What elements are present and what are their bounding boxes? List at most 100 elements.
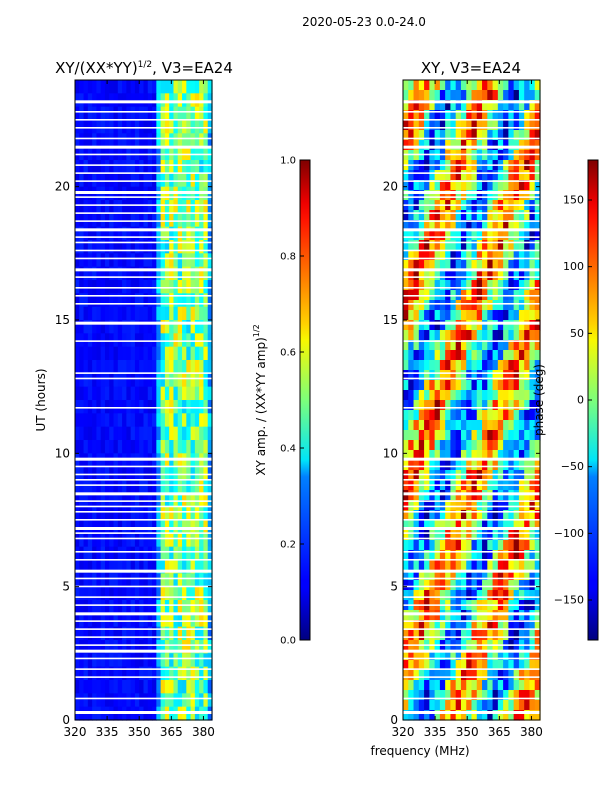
amplitude-heatmap-cell: [79, 173, 85, 188]
phase-heatmap-cell: [497, 350, 504, 361]
phase-heatmap-cell: [445, 100, 452, 111]
phase-heatmap-cell: [408, 540, 415, 551]
phase-heatmap-cell: [408, 330, 415, 341]
phase-heatmap-cell: [497, 450, 504, 461]
amplitude-heatmap-cell: [207, 466, 213, 481]
amplitude-heatmap-cell: [104, 533, 110, 548]
amplitude-heatmap-cell: [139, 173, 145, 188]
amplitude-heatmap-cell: [87, 346, 93, 361]
phase-heatmap-cell: [513, 570, 520, 581]
amplitude-heatmap-cell: [182, 560, 187, 574]
amplitude-heatmap-cell: [152, 306, 157, 321]
x-tick-label: 380: [192, 725, 215, 739]
amplitude-heatmap-cell: [109, 426, 115, 441]
amplitude-heatmap-cell: [96, 666, 102, 681]
amplitude-heatmap-cell: [160, 280, 166, 294]
phase-heatmap-cell: [450, 380, 457, 391]
phase-heatmap-cell: [418, 240, 425, 251]
amplitude-heatmap-cell: [173, 253, 179, 268]
phase-heatmap-cell: [518, 270, 525, 281]
amplitude-heatmap-cell: [156, 253, 162, 268]
amplitude-heatmap-cell: [87, 613, 93, 628]
phase-heatmap-cell: [439, 250, 446, 261]
phase-heatmap-cell: [476, 330, 483, 341]
amplitude-heatmap-cell: [83, 280, 89, 294]
amplitude-heatmap-cell: [134, 440, 140, 454]
phase-heatmap-cell: [460, 530, 467, 541]
amplitude-heatmap-cell: [109, 386, 115, 401]
phase-heatmap-cell: [508, 440, 515, 451]
amplitude-heatmap-cell: [207, 306, 213, 321]
amplitude-heatmap-cell: [182, 120, 187, 134]
phase-heatmap-cell: [403, 460, 409, 471]
phase-heatmap-cell: [503, 100, 509, 111]
amplitude-heatmap-cell: [156, 80, 162, 94]
amplitude-heatmap-cell: [92, 120, 98, 134]
phase-heatmap-cell: [460, 440, 467, 451]
amplitude-heatmap-cell: [96, 240, 102, 254]
amplitude-heatmap-cell: [96, 333, 102, 348]
amplitude-heatmap-cell: [117, 213, 123, 228]
amplitude-heatmap-cell: [104, 80, 110, 94]
phase-heatmap-cell: [460, 500, 467, 511]
phase-heatmap-cell: [524, 650, 531, 661]
amplitude-heatmap-cell: [152, 413, 157, 428]
amplitude-heatmap-cell: [139, 680, 145, 694]
phase-heatmap-cell: [429, 360, 436, 371]
phase-heatmap-cell: [424, 550, 430, 561]
phase-heatmap-cell: [487, 620, 494, 631]
amplitude-heatmap-cell: [79, 653, 85, 668]
amplitude-heatmap-cell: [199, 400, 205, 414]
amplitude-heatmap-cell: [92, 106, 98, 121]
amplitude-heatmap-cell: [186, 133, 192, 148]
phase-heatmap-cell: [418, 190, 425, 201]
phase-heatmap-cell: [408, 570, 415, 581]
phase-heatmap-cell: [418, 300, 425, 311]
amplitude-heatmap-cell: [104, 493, 110, 508]
amplitude-heatmap-cell: [164, 333, 170, 348]
amplitude-heatmap-cell: [126, 466, 132, 481]
amplitude-heatmap-cell: [177, 693, 183, 708]
phase-heatmap-cell: [487, 650, 494, 661]
phase-colorbar-label: phase (deg): [532, 364, 546, 436]
phase-heatmap-cell: [503, 410, 509, 421]
amplitude-flagged-gap: [75, 377, 212, 380]
phase-flagged-gap: [403, 676, 540, 678]
amplitude-heatmap-cell: [117, 240, 123, 254]
phase-heatmap-cell: [513, 560, 520, 571]
amplitude-heatmap-cell: [126, 240, 132, 254]
amplitude-heatmap-cell: [199, 546, 205, 561]
phase-heatmap-cell: [460, 520, 467, 531]
phase-heatmap-cell: [413, 230, 420, 241]
amplitude-heatmap-cell: [169, 160, 175, 174]
phase-heatmap-cell: [513, 540, 520, 551]
amplitude-heatmap-cell: [75, 173, 80, 188]
amplitude-heatmap-cell: [122, 146, 127, 161]
phase-heatmap-cell: [466, 650, 473, 661]
amplitude-heatmap-cell: [182, 520, 187, 534]
phase-heatmap-cell: [476, 670, 483, 681]
phase-heatmap-cell: [403, 240, 409, 251]
phase-heatmap-cell: [408, 320, 415, 331]
phase-heatmap-cell: [450, 240, 457, 251]
phase-heatmap-cell: [492, 660, 499, 671]
phase-heatmap-cell: [408, 440, 415, 451]
phase-heatmap-cell: [455, 390, 462, 401]
phase-heatmap-cell: [418, 510, 425, 521]
amplitude-heatmap-cell: [143, 320, 149, 334]
phase-heatmap-cell: [439, 270, 446, 281]
amplitude-heatmap-cell: [139, 493, 145, 508]
amplitude-heatmap-cell: [190, 320, 196, 334]
amplitude-heatmap-cell: [177, 560, 183, 574]
phase-heatmap-cell: [508, 340, 515, 351]
amplitude-heatmap-cell: [152, 680, 157, 694]
phase-heatmap-cell: [403, 260, 409, 271]
phase-heatmap-cell: [418, 450, 425, 461]
amplitude-heatmap-cell: [164, 386, 170, 401]
amplitude-heatmap-cell: [164, 240, 170, 254]
amplitude-heatmap-cell: [79, 560, 85, 574]
amplitude-heatmap-cell: [173, 160, 179, 174]
amplitude-heatmap-cell: [122, 413, 127, 428]
amplitude-heatmap-cell: [143, 226, 149, 241]
